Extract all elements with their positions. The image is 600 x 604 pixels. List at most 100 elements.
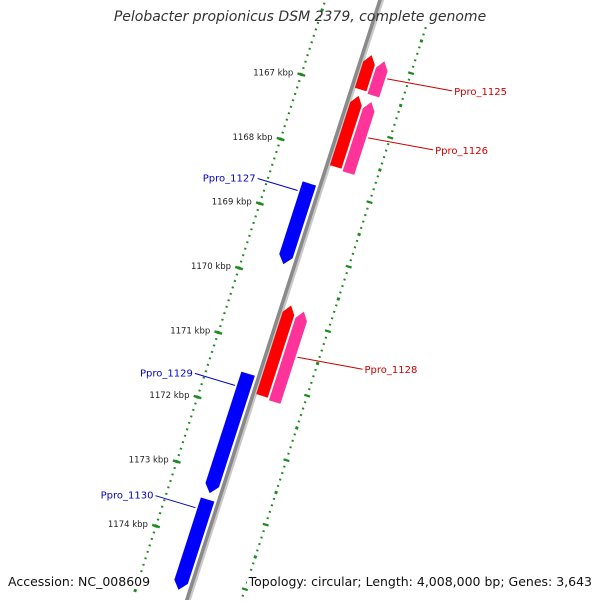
right-tick-dot	[380, 162, 384, 165]
genome-summary-text: Topology: circular; Length: 4,008,000 bp…	[246, 574, 594, 589]
right-tick-dot	[270, 504, 274, 507]
left-tick-dot	[148, 544, 152, 547]
scale-tick	[297, 72, 306, 77]
right-tick-dot	[382, 155, 386, 159]
scale-ticks	[151, 71, 415, 592]
left-tick-dot	[248, 234, 251, 237]
left-tick-dot	[156, 518, 160, 521]
left-tick-dot	[295, 86, 299, 89]
left-tick-dot	[194, 402, 197, 405]
right-tick-dot	[307, 388, 311, 391]
tick-dot-tracks	[133, 2, 427, 604]
gene-label: Ppro_1128	[365, 365, 418, 376]
left-tick-dot	[229, 292, 233, 296]
backbone-line	[183, 0, 382, 604]
right-tick-dot	[294, 426, 299, 430]
right-tick-dot	[357, 232, 361, 237]
labels: 1167 kbp 1168 kbp 1169 kbp 1170 kbp 1171 kbp…	[101, 69, 507, 531]
scale-tick-label: 1174 kbp	[108, 520, 148, 530]
right-tick-dot	[310, 381, 313, 384]
left-tick-dot	[210, 350, 214, 354]
left-tick-dot	[275, 150, 278, 154]
right-tick-dot	[318, 355, 321, 359]
forward-gene-cds-arrow	[342, 101, 375, 176]
scale-tick-label: 1173 kbp	[129, 456, 169, 466]
left-tick-dot	[223, 312, 226, 315]
right-tick-dot	[359, 226, 363, 230]
left-tick-dot	[243, 247, 247, 250]
right-tick-dot	[374, 181, 378, 185]
gene-label: Ppro_1129	[140, 368, 193, 379]
right-tick-dot	[370, 194, 373, 197]
right-tick-dot	[251, 562, 255, 565]
right-tick-dot	[274, 490, 278, 495]
right-tick-dot	[393, 123, 396, 126]
left-tick-dot	[291, 99, 295, 102]
left-tick-dot	[189, 415, 193, 418]
scale-tick-label: 1169 kbp	[212, 198, 252, 208]
gene-leader-line	[368, 137, 434, 151]
right-tick-dot	[372, 188, 375, 191]
left-tick-dot	[214, 337, 218, 341]
left-tick-dot	[289, 105, 293, 108]
left-tick-dot	[179, 447, 183, 450]
backbone	[183, 0, 385, 604]
right-tick-dot	[299, 413, 303, 417]
right-tick-dot	[398, 103, 403, 108]
scale-tick	[234, 265, 244, 271]
right-tick-dot	[283, 465, 286, 468]
left-tick-dot	[297, 79, 301, 83]
right-tick-dot	[341, 284, 344, 288]
right-tick-dot	[276, 484, 280, 488]
right-half-kbp-tick	[283, 458, 290, 463]
right-tick-dot	[328, 323, 332, 326]
right-tick-dot	[364, 213, 367, 217]
left-tick-dot	[160, 505, 164, 508]
right-tick-dot	[401, 97, 405, 101]
gene-label: Ppro_1125	[454, 87, 507, 98]
right-tick-dot	[366, 207, 369, 210]
left-tick-dot	[177, 453, 181, 457]
right-tick-dot	[343, 278, 346, 281]
left-tick-dot	[165, 492, 168, 495]
left-tick-dot	[270, 163, 274, 167]
left-tick-dot	[233, 279, 237, 283]
right-tick-dot	[314, 368, 317, 372]
scale-tick-label: 1172 kbp	[149, 391, 189, 401]
left-tick-dot	[150, 537, 154, 541]
right-tick-dot	[345, 271, 348, 275]
right-half-kbp-tick	[324, 329, 332, 334]
right-tick-dot	[260, 536, 263, 539]
left-tick-dot	[219, 324, 222, 328]
left-tick-dot	[314, 28, 318, 31]
left-tick-dot	[302, 66, 305, 70]
left-tick-dot	[306, 54, 309, 57]
right-tick-dot	[315, 361, 320, 366]
right-tick-dot	[422, 33, 425, 36]
right-tick-dot	[330, 317, 334, 320]
left-tick-dot	[200, 382, 203, 386]
left-tick-dot	[204, 370, 208, 373]
left-tick-dot	[285, 118, 289, 121]
left-tick-dot	[231, 286, 235, 289]
left-tick-dot	[185, 428, 189, 431]
left-tick-dot	[281, 131, 284, 134]
reverse-gene-arrow	[174, 497, 215, 591]
right-tick-dot	[395, 117, 398, 120]
left-tick-dot	[266, 176, 270, 179]
right-tick-dot	[334, 304, 338, 307]
left-tick-dot	[173, 466, 176, 470]
map-title: Pelobacter propionicus DSM 2379, complet…	[113, 9, 487, 25]
right-tick-dot	[411, 65, 415, 68]
right-tick-dot	[253, 555, 258, 559]
right-tick-dot	[418, 46, 421, 49]
gene-leader-line	[387, 78, 453, 92]
right-tick-dot	[355, 239, 359, 243]
left-tick-dot	[310, 41, 314, 44]
right-tick-dot	[320, 349, 324, 352]
scale-tick	[172, 459, 181, 464]
right-half-kbp-tick	[366, 200, 373, 205]
accession-text: Accession: NC_008609	[6, 574, 153, 589]
left-tick-dot	[250, 228, 253, 231]
